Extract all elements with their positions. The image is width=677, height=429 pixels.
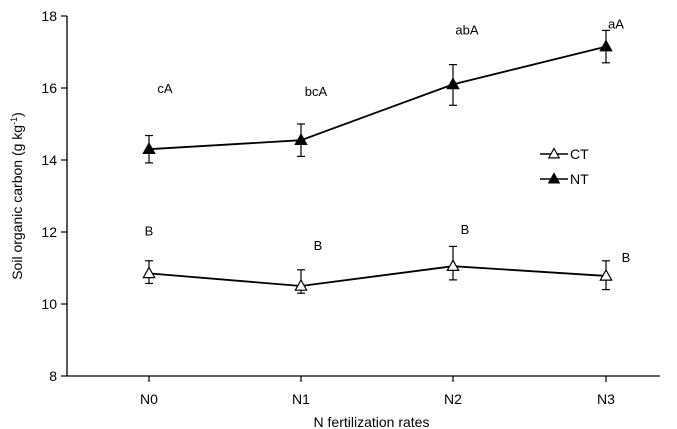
y-tick-label: 18 [41,8,57,24]
legend: CT NT [540,146,589,187]
y-axis-title-superscript: -1 [9,117,19,125]
y-tick-label: 8 [49,368,57,384]
legend-marker [547,172,561,184]
series-layer: B B B BcA bcA abA aA [142,17,631,294]
x-axis-title: N fertilization rates [314,414,430,429]
data-point-nt [294,132,308,145]
x-tick-label: N1 [292,391,310,407]
y-axis-title-main: Soil organic carbon (g kg [9,125,25,280]
legend-label: CT [570,146,589,162]
x-tick-label: N0 [140,391,158,407]
y-tick-label: 14 [41,152,57,168]
series-nt: cA bcA abA aA [142,17,624,164]
y-axis-title-suffix: ) [9,112,25,117]
x-tick-label: N3 [597,391,615,407]
series-line-ct [148,265,607,287]
significance-label: B [145,223,154,238]
axes [66,16,660,377]
y-axis-title: Soil organic carbon (g kg-1) [9,112,25,280]
data-point-ct [446,258,460,271]
data-point-nt [599,39,613,52]
significance-label: abA [455,22,478,37]
x-ticks: N0 N1 N2 N3 [140,376,615,407]
series-line-nt [148,45,607,151]
y-ticks: 8 10 12 14 16 18 [41,8,67,384]
data-point-nt [446,77,460,90]
y-tick-label: 12 [41,224,57,240]
y-tick-label: 16 [41,80,57,96]
data-point-ct [599,268,613,281]
significance-label: aA [608,17,624,32]
significance-label: B [461,222,470,237]
data-point-ct [294,278,308,291]
significance-label: bcA [305,84,328,99]
significance-label: B [314,238,323,253]
y-tick-label: 10 [41,296,57,312]
significance-label: B [622,250,631,265]
data-point-nt [142,141,156,154]
x-tick-label: N2 [444,391,462,407]
legend-label: NT [570,171,589,187]
legend-marker [547,147,561,159]
series-ct: B B B B [142,222,631,294]
legend-item-nt: NT [540,171,589,187]
significance-label: cA [157,81,173,96]
legend-item-ct: CT [540,146,589,162]
data-point-ct [142,266,156,279]
